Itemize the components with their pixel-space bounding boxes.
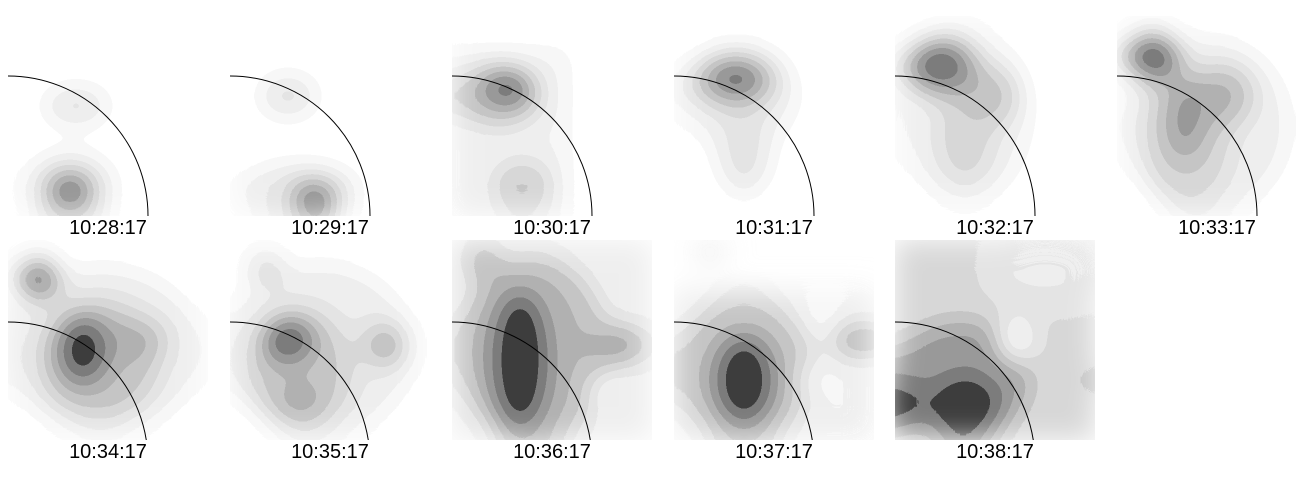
- frame-1037: 10:37:17: [674, 240, 874, 463]
- contour-image: [1117, 16, 1314, 216]
- timestamp-label: 10:31:17: [735, 217, 813, 239]
- timestamp-label: 10:35:17: [291, 441, 369, 463]
- frame-1030: 10:30:17: [452, 16, 652, 239]
- contour-image: [8, 16, 208, 216]
- timestamp-label: 10:32:17: [956, 217, 1034, 239]
- image-panel: [1117, 16, 1314, 216]
- image-panel: [674, 240, 874, 440]
- contour-image: [8, 240, 208, 440]
- contour-image: [452, 240, 652, 440]
- contour-image: [895, 16, 1095, 216]
- timestamp-label: 10:30:17: [513, 217, 591, 239]
- contour-image: [674, 240, 874, 440]
- image-panel: [452, 16, 652, 216]
- timestamp-label: 10:28:17: [69, 217, 147, 239]
- frame-1038: 10:38:17: [895, 240, 1095, 463]
- contour-image: [674, 16, 874, 216]
- image-panel: [230, 16, 430, 216]
- contour-image: [895, 240, 1095, 440]
- contour-image: [230, 16, 430, 216]
- image-panel: [895, 240, 1095, 440]
- frame-1035: 10:35:17: [230, 240, 430, 463]
- frame-1029: 10:29:17: [230, 16, 430, 239]
- frame-1033: 10:33:17: [1117, 16, 1314, 239]
- frame-1031: 10:31:17: [674, 16, 874, 239]
- image-panel: [8, 240, 208, 440]
- image-panel: [230, 240, 430, 440]
- timestamp-label: 10:33:17: [1178, 217, 1256, 239]
- timestamp-label: 10:34:17: [69, 441, 147, 463]
- timestamp-label: 10:38:17: [956, 441, 1034, 463]
- timestamp-label: 10:29:17: [291, 217, 369, 239]
- frame-1028: 10:28:17: [8, 16, 208, 239]
- frame-1036: 10:36:17: [452, 240, 652, 463]
- image-panel: [8, 16, 208, 216]
- image-panel: [674, 16, 874, 216]
- frame-1034: 10:34:17: [8, 240, 208, 463]
- contour-image: [230, 240, 430, 440]
- timestamp-label: 10:37:17: [735, 441, 813, 463]
- timestamp-label: 10:36:17: [513, 441, 591, 463]
- frame-1032: 10:32:17: [895, 16, 1095, 239]
- image-panel: [895, 16, 1095, 216]
- image-panel: [452, 240, 652, 440]
- contour-image: [452, 16, 652, 216]
